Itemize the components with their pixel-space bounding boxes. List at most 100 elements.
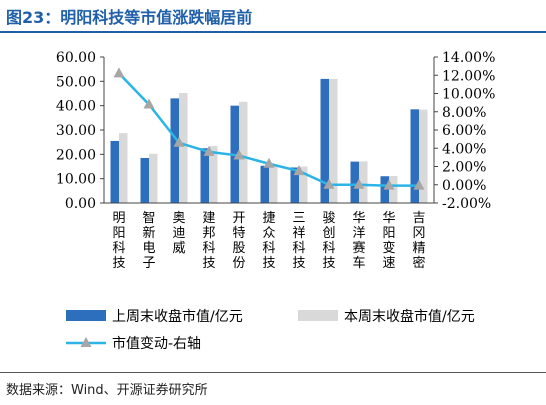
bar-prev <box>350 161 359 203</box>
right-tick-label: 12.00% <box>442 68 495 84</box>
source-rule <box>0 372 546 373</box>
bar-curr <box>269 165 278 203</box>
category-label: 智新电子 <box>142 211 155 271</box>
category-char: 华 <box>352 211 365 226</box>
right-tick-label: 0.00% <box>442 178 486 194</box>
category-char: 电 <box>142 241 155 256</box>
change-marker <box>353 178 365 189</box>
category-label: 奥迪威 <box>172 211 185 256</box>
bar-curr <box>119 133 128 203</box>
change-marker <box>383 179 395 190</box>
legend-swatch-prev <box>66 310 106 321</box>
legend-marker-change <box>80 337 92 347</box>
category-char: 赛 <box>352 240 365 256</box>
bar-prev <box>290 167 299 203</box>
bar-curr <box>419 109 428 203</box>
change-marker <box>293 165 305 176</box>
right-tick-label: 14.00% <box>442 50 495 66</box>
change-marker <box>323 178 335 189</box>
right-axis: -2.00% 0.00% 2.00% 4.00% 6.00% 8.00% 10.00% 12.… <box>433 50 495 212</box>
bar-curr <box>209 146 218 203</box>
left-tick-label: 20.00 <box>56 147 96 163</box>
category-label: 捷众科技 <box>262 211 275 271</box>
change-line <box>113 67 425 190</box>
change-marker <box>143 98 155 109</box>
category-label: 华洋赛车 <box>352 211 365 271</box>
legend-label-prev: 上周末收盘市值/亿元 <box>112 308 243 325</box>
category-char: 建 <box>202 211 215 226</box>
category-char: 捷 <box>262 211 275 226</box>
right-tick-label: 6.00% <box>442 123 486 139</box>
bar-curr <box>359 161 368 203</box>
change-marker <box>203 145 215 156</box>
change-marker <box>233 149 245 160</box>
category-char: 骏 <box>322 211 335 226</box>
category-char: 威 <box>172 241 185 256</box>
category-char: 吉 <box>412 211 425 226</box>
change-marker <box>173 136 185 147</box>
bar-prev <box>320 78 329 203</box>
left-tick-label: 30.00 <box>56 123 96 139</box>
category-char: 密 <box>412 255 425 271</box>
category-char: 创 <box>322 226 335 241</box>
right-tick-label: 2.00% <box>442 160 486 176</box>
bar-prev <box>260 165 269 203</box>
change-marker <box>113 67 125 78</box>
right-tick-label: 10.00% <box>442 87 495 103</box>
legend-swatch-curr <box>298 310 338 321</box>
category-char: 科 <box>322 241 335 256</box>
category-char: 冈 <box>412 226 425 241</box>
bar-prev <box>410 109 419 203</box>
right-tick-label: -2.00% <box>442 196 491 212</box>
bar-prev <box>110 140 119 203</box>
category-char: 祥 <box>292 226 305 241</box>
legend-label-curr: 本周末收盘市值/亿元 <box>344 308 475 325</box>
category-char: 新 <box>142 225 155 241</box>
title-rule <box>0 31 546 33</box>
category-char: 智 <box>142 211 155 226</box>
category-char: 邦 <box>202 226 215 241</box>
bar-curr <box>329 78 338 203</box>
figure-title: 图23：明阳科技等市值涨跌幅居前 <box>6 8 253 27</box>
bar-curr <box>149 153 158 203</box>
category-char: 技 <box>292 256 305 271</box>
category-char: 洋 <box>352 226 365 241</box>
change-marker <box>413 179 425 190</box>
category-char: 速 <box>382 256 395 271</box>
bar-curr <box>179 93 188 203</box>
left-tick-label: 0.00 <box>65 196 96 212</box>
category-char: 技 <box>112 256 125 271</box>
category-char: 明 <box>112 211 125 226</box>
bar-curr <box>299 166 308 203</box>
category-char: 科 <box>112 241 125 256</box>
bar-prev <box>170 98 179 203</box>
category-char: 技 <box>322 256 335 271</box>
category-char: 精 <box>412 241 425 256</box>
category-char: 科 <box>202 241 215 256</box>
bar-prev <box>140 157 149 203</box>
category-char: 车 <box>352 255 365 271</box>
category-label: 骏创科技 <box>322 211 335 271</box>
category-char: 技 <box>202 256 215 271</box>
source-note: 数据来源：Wind、开源证券研究所 <box>6 383 208 398</box>
legend-label-change: 市值变动-右轴 <box>112 335 201 352</box>
left-tick-label: 60.00 <box>56 50 96 66</box>
category-char: 阳 <box>382 226 395 241</box>
category-label: 华阳变速 <box>382 211 395 271</box>
right-tick-label: 4.00% <box>442 141 486 157</box>
category-label: 吉冈精密 <box>412 211 425 271</box>
category-char: 技 <box>262 256 275 271</box>
bar-prev <box>200 148 209 203</box>
category-label: 明阳科技 <box>112 211 125 271</box>
left-tick-label: 50.00 <box>56 74 96 90</box>
category-char: 子 <box>142 256 155 271</box>
category-char: 华 <box>382 211 395 226</box>
category-char: 三 <box>292 211 305 226</box>
category-label: 开特股份 <box>232 211 245 271</box>
category-char: 股 <box>232 241 245 256</box>
category-char: 迪 <box>172 226 185 241</box>
category-label: 三祥科技 <box>292 211 305 271</box>
left-tick-label: 40.00 <box>56 99 96 115</box>
